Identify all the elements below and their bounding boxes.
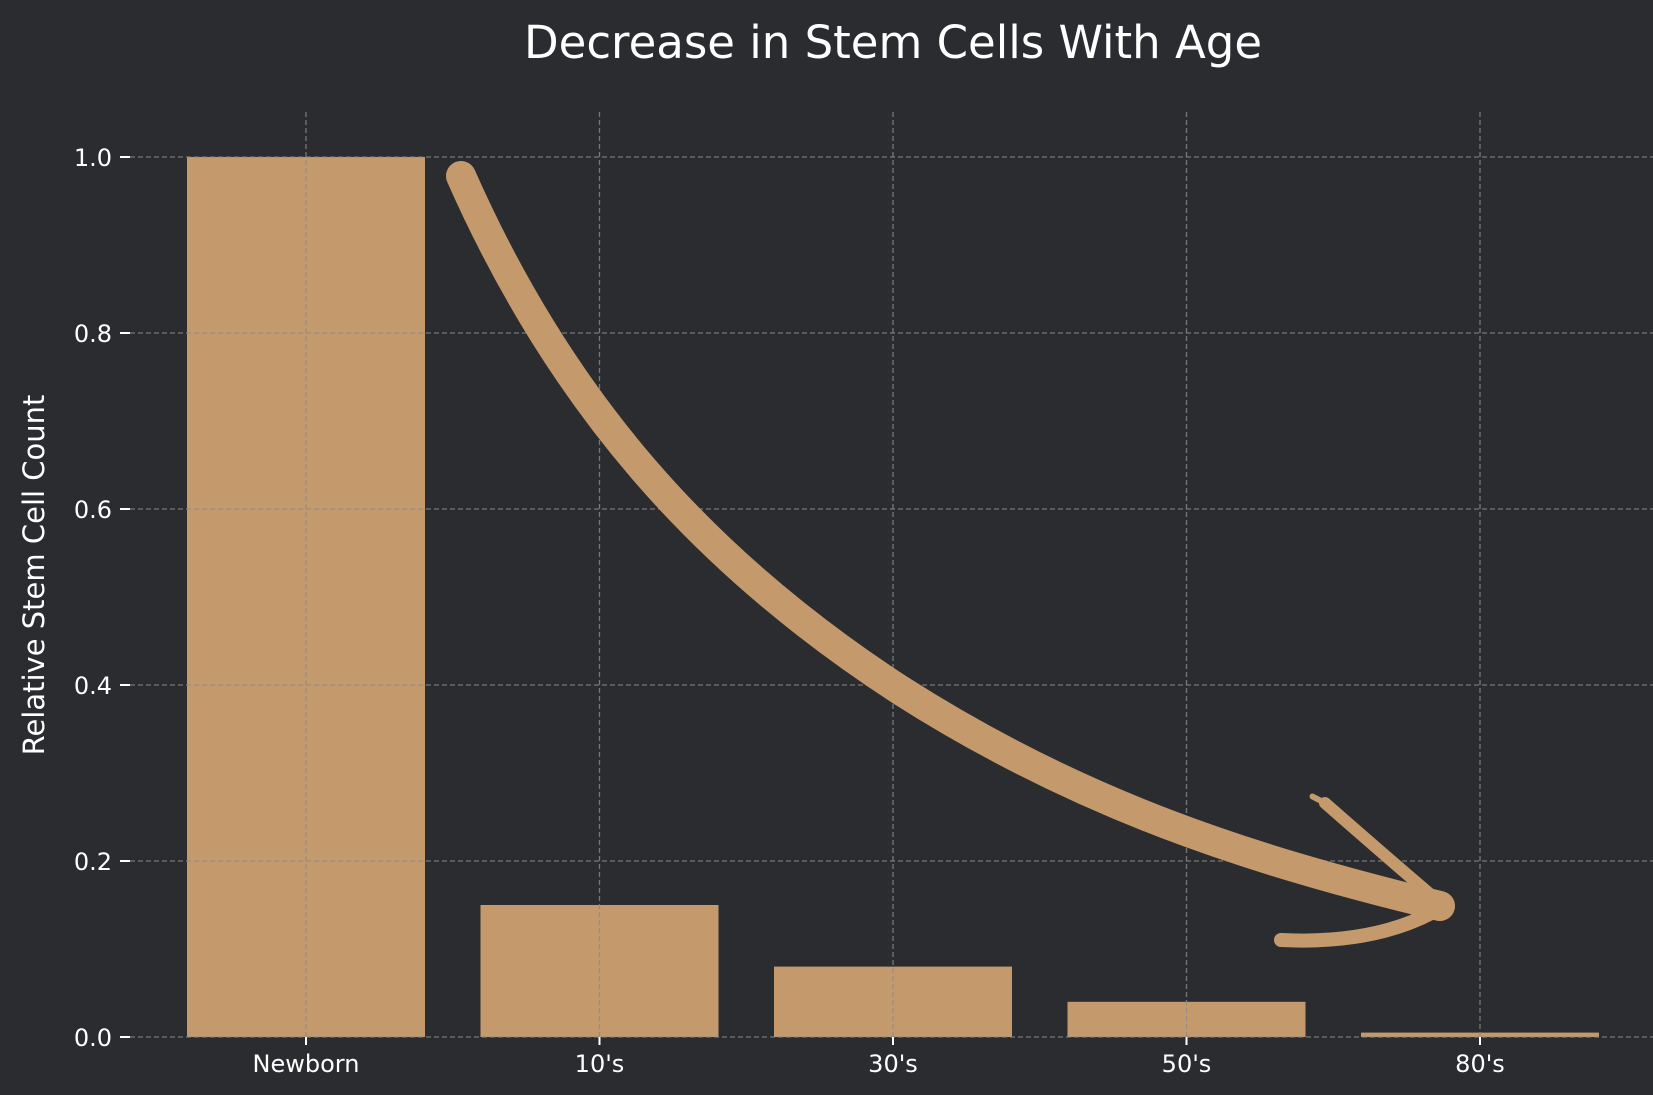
x-tick-label: 30's (868, 1050, 918, 1078)
trend-arrow-head-lower (1274, 899, 1451, 948)
trend-arrow-head-upper-tail (1309, 793, 1328, 806)
y-tick-label: 0.2 (74, 848, 112, 876)
trend-arrow-head-upper (1319, 797, 1450, 912)
y-tick-label: 0.4 (74, 672, 112, 700)
trend-arrow-shaft (446, 161, 1455, 921)
x-tick-label: 50's (1162, 1050, 1212, 1078)
y-axis-label: Relative Stem Cell Count (17, 395, 51, 756)
x-tick-label: Newborn (253, 1050, 360, 1078)
trend-arrow (446, 161, 1455, 948)
y-tick-label: 0.6 (74, 496, 112, 524)
chart-title: Decrease in Stem Cells With Age (524, 16, 1262, 69)
y-tick-label: 0.0 (74, 1024, 112, 1052)
x-tick-label: 80's (1455, 1050, 1505, 1078)
y-tick-label: 0.8 (74, 320, 112, 348)
x-tick-label: 10's (575, 1050, 625, 1078)
x-ticks: Newborn 10's 30's 50's 80's (253, 1037, 1505, 1078)
y-tick-label: 1.0 (74, 144, 112, 172)
y-ticks: 0.0 0.2 0.4 0.6 0.8 1.0 (74, 144, 130, 1052)
